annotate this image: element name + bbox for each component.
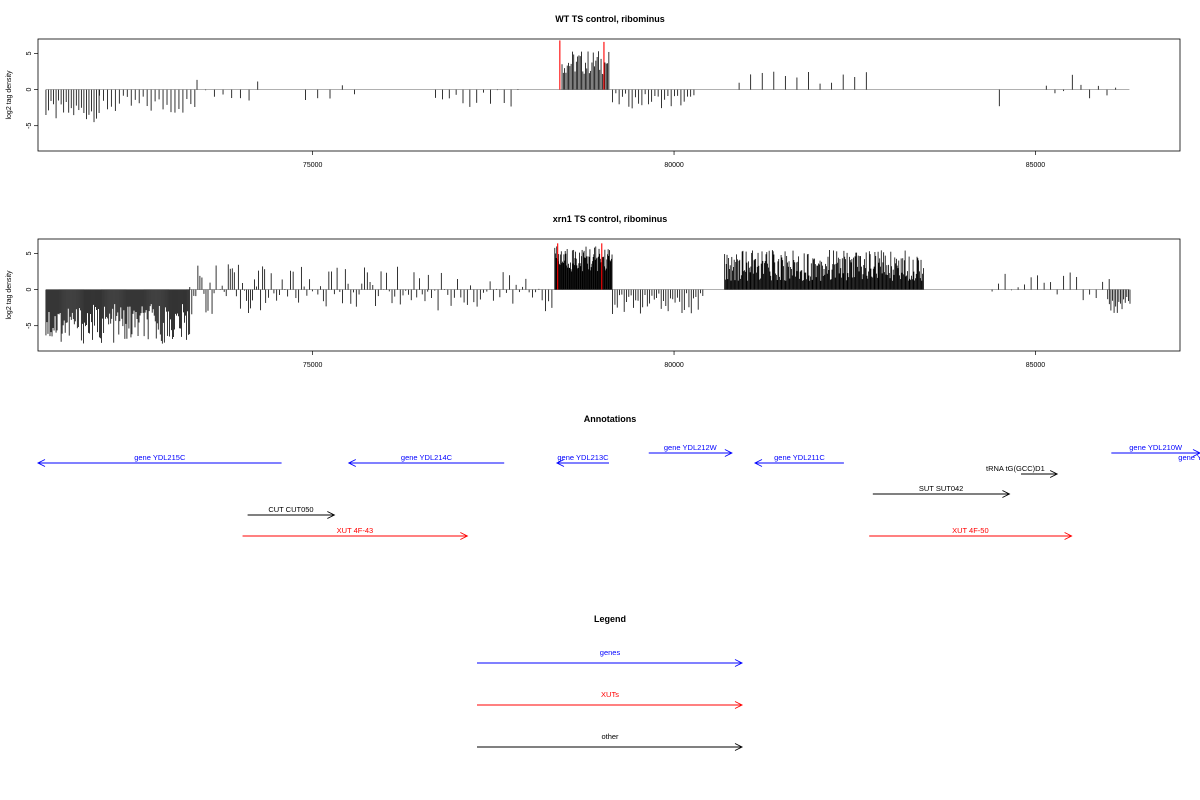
xrn1-plot-frame <box>37 238 1181 352</box>
annotation-label: tRNA tG(GCC)D1 <box>986 464 1045 473</box>
wt-y-axis-label: log2 tag density <box>6 70 13 120</box>
legend-arrow-gene <box>477 659 744 667</box>
wt-signal-panel: WT TS control, ribominus log2 tag densit… <box>6 14 1181 169</box>
annotation-arrow <box>869 532 1073 540</box>
xrn1-y-tick-label: 5 <box>26 251 33 255</box>
wt-plot-frame <box>37 38 1181 152</box>
annotation-arrow <box>1020 470 1059 478</box>
wt-panel-title: WT TS control, ribominus <box>555 14 665 24</box>
annotation-label: SUT SUT042 <box>919 484 963 493</box>
xrn1-y-tick-label: -5 <box>26 322 33 328</box>
annotation-arrow <box>347 459 505 467</box>
xrn1-axis-ticks: 75000 80000 85000 5 0 -5 <box>26 251 1045 369</box>
annotation-arrow <box>648 449 733 457</box>
annotation-label: gene YDL2 <box>1178 453 1200 462</box>
xrn1-x-tick-label: 85000 <box>1026 362 1046 369</box>
wt-y-tick-label: 5 <box>26 51 33 55</box>
xrn1-signal-bars <box>45 243 1131 344</box>
annotation-arrow <box>555 459 609 467</box>
wt-x-tick-label: 75000 <box>303 162 323 169</box>
annotation-label: XUT 4F-50 <box>952 526 989 535</box>
legend-label-xut: XUTs <box>601 690 619 699</box>
xrn1-signal-panel: xrn1 TS control, ribominus log2 tag dens… <box>6 214 1181 369</box>
legend-items: genes XUTs other <box>477 648 744 751</box>
annotation-arrow <box>247 511 336 519</box>
legend-arrow-other <box>477 743 744 751</box>
xrn1-y-axis-label: log2 tag density <box>6 270 13 320</box>
annotation-label: gene YDL212W <box>664 443 718 452</box>
annotation-arrow <box>36 459 282 467</box>
annotation-arrow <box>242 532 469 540</box>
legend: Legend genes XUTs other <box>477 614 744 751</box>
legend-title: Legend <box>594 614 626 624</box>
annotation-label: XUT 4F-43 <box>337 526 374 535</box>
annotation-label: gene YDL214C <box>401 453 453 462</box>
annotation-label: CUT CUT050 <box>268 505 313 514</box>
annotation-label: gene YDL211C <box>774 453 825 462</box>
xrn1-x-tick-label: 75000 <box>303 362 323 369</box>
wt-y-tick-label: -5 <box>26 122 33 128</box>
annotations-title: Annotations <box>584 414 637 424</box>
wt-y-tick-label: 0 <box>26 88 33 92</box>
annotation-arrow <box>753 459 844 467</box>
legend-label-gene: genes <box>600 648 621 657</box>
wt-signal-bars <box>45 40 1130 123</box>
annotation-arrow <box>1111 449 1200 457</box>
xrn1-x-tick-label: 80000 <box>664 362 684 369</box>
annotation-arrow <box>872 490 1011 498</box>
annotation-label: gene YDL210W <box>1129 443 1183 452</box>
wt-x-tick-label: 80000 <box>664 162 684 169</box>
xrn1-y-tick-label: 0 <box>26 288 33 292</box>
wt-axis-ticks: 75000 80000 85000 5 0 -5 <box>26 51 1045 169</box>
legend-label-other: other <box>601 732 619 741</box>
xrn1-panel-title: xrn1 TS control, ribominus <box>553 214 668 224</box>
annotations-track: Annotations gene YDL215C gene YDL214C gene… <box>36 414 1200 540</box>
annotation-label: gene YDL213C <box>557 453 609 462</box>
legend-arrow-xut <box>477 701 744 709</box>
wt-x-tick-label: 85000 <box>1026 162 1046 169</box>
annotation-label: gene YDL215C <box>134 453 186 462</box>
annotation-items: gene YDL215C gene YDL214C gene YDL213C gene… <box>36 443 1200 540</box>
